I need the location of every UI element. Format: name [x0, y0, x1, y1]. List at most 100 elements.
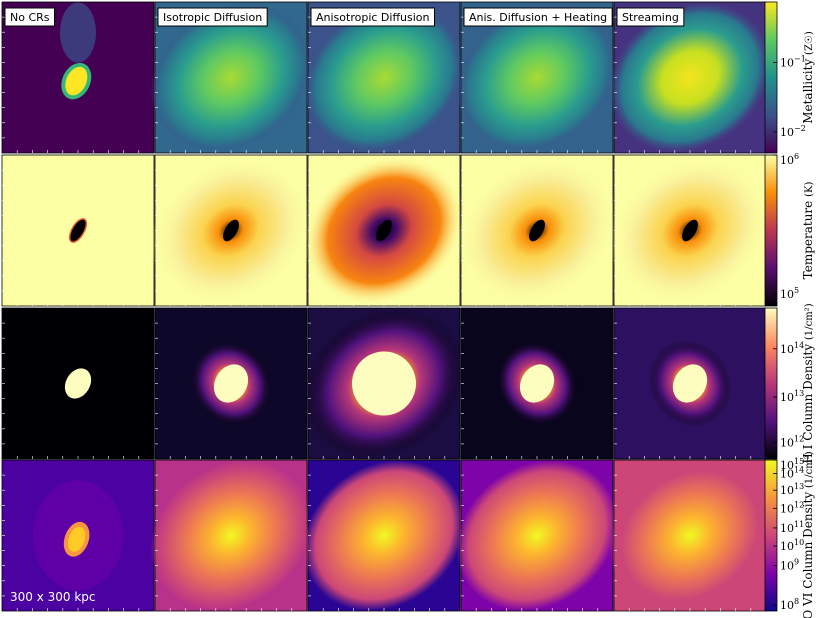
colorbar-tick-label: 10−1: [780, 54, 806, 69]
tick-base: 10: [780, 56, 794, 69]
tick-exponent: 13: [794, 482, 804, 491]
tick-base: 10: [780, 391, 794, 404]
colorbar-label: Metallicity (Z☉): [801, 31, 815, 124]
tick-exponent: −2: [794, 124, 806, 133]
tick-base: 10: [780, 288, 794, 301]
image-panel: [609, 1, 771, 154]
tick-base: 10: [780, 484, 794, 497]
haze: [150, 460, 312, 611]
haze: [303, 460, 465, 611]
label-unit: (1/cm²): [804, 451, 815, 488]
haze: [456, 460, 618, 611]
tick-exponent: 11: [794, 520, 804, 529]
colorbar-tick-label: 1012: [780, 434, 804, 449]
tick-exponent: 12: [794, 500, 804, 509]
label-text: H I Column Density: [801, 340, 815, 464]
image-panel: [456, 154, 618, 307]
column-title: Anisotropic Diffusion: [310, 7, 435, 27]
colorbar-scale: [764, 307, 778, 460]
image-panel: [609, 459, 771, 612]
haze: [303, 2, 465, 153]
tick-base: 10: [780, 459, 794, 472]
blob: [672, 364, 708, 403]
label-unit: (1/cm²): [804, 303, 815, 340]
label-unit: (K): [804, 182, 815, 197]
image-panel: [1, 1, 155, 154]
column-title: No CRs: [4, 7, 56, 27]
tick-base: 10: [780, 502, 794, 515]
tick-exponent: −1: [794, 54, 806, 63]
haze: [609, 2, 771, 153]
colorbar-tick-label: 10−2: [780, 124, 806, 139]
image-panel: [1, 154, 155, 307]
plume: [60, 2, 96, 63]
colorbar-tick-label: 1014: [780, 466, 804, 481]
column-title-text: No CRs: [10, 11, 50, 24]
column-title-text: Anis. Diffusion + Heating: [469, 11, 607, 24]
blob-core: [65, 66, 88, 96]
tick-exponent: 15: [794, 457, 804, 466]
blob: [352, 351, 416, 416]
tick-base: 10: [780, 468, 794, 481]
image-panel: [154, 307, 308, 460]
image-panel: [456, 459, 618, 612]
colorbar-tick-label: 108: [780, 597, 799, 612]
image-panel: [303, 1, 465, 154]
image-panel: [460, 307, 614, 460]
blob: [529, 219, 545, 242]
colorbar-label: H I Column Density (1/cm²): [801, 303, 815, 463]
label-text: Temperature: [801, 197, 815, 279]
colorbar-tick-label: 1013: [780, 482, 804, 497]
column-title-text: Anisotropic Diffusion: [316, 11, 430, 24]
tick-exponent: 14: [794, 466, 804, 475]
image-panel: [613, 307, 767, 460]
colorbar-label: Temperature (K): [801, 182, 815, 280]
column-title-text: Isotropic Diffusion: [163, 11, 262, 24]
image-panel: [303, 154, 465, 307]
tick-base: 10: [780, 560, 794, 573]
title-box: [616, 7, 685, 27]
scale-label: 300 x 300 kpc: [10, 590, 96, 604]
tick-exponent: 14: [794, 341, 804, 350]
tick-base: 10: [780, 522, 794, 535]
colorbar-scale: [764, 1, 778, 154]
tick-base: 10: [780, 436, 794, 449]
colorbar-tick-label: 1014: [780, 341, 804, 356]
tick-base: 10: [780, 599, 794, 612]
title-box: [157, 7, 268, 27]
tick-exponent: 8: [794, 597, 799, 606]
blob-core: [67, 526, 86, 552]
tick-exponent: 5: [794, 286, 799, 295]
colorbar-tick-label: 106: [780, 152, 799, 167]
image-panel: [303, 307, 465, 460]
tick-exponent: 6: [794, 152, 799, 161]
colorbar-scale: [764, 154, 778, 307]
blob: [376, 219, 392, 242]
column-title: Streaming: [616, 7, 685, 27]
column-title: Isotropic Diffusion: [157, 7, 268, 27]
tick-base: 10: [780, 154, 794, 167]
blob: [213, 364, 249, 403]
image-panel: [1, 307, 155, 460]
tick-base: 10: [780, 343, 794, 356]
column-title-text: Streaming: [622, 11, 679, 24]
image-panel: [150, 1, 312, 154]
tick-exponent: 9: [794, 558, 799, 567]
haze: [609, 460, 771, 611]
title-box: [310, 7, 435, 27]
label-text: O VI Column Density: [801, 488, 815, 618]
haze: [456, 2, 618, 153]
colorbar-tick-label: 1013: [780, 389, 804, 404]
tick-base: 10: [780, 540, 794, 553]
colorbar-tick-label: 1011: [780, 520, 804, 535]
label-unit: (Z☉): [804, 31, 815, 55]
image-panel: [456, 1, 618, 154]
title-box: [4, 7, 56, 27]
column-title: Anis. Diffusion + Heating: [463, 7, 613, 27]
tick-exponent: 13: [794, 389, 804, 398]
colorbar-tick-label: 1010: [780, 538, 804, 553]
